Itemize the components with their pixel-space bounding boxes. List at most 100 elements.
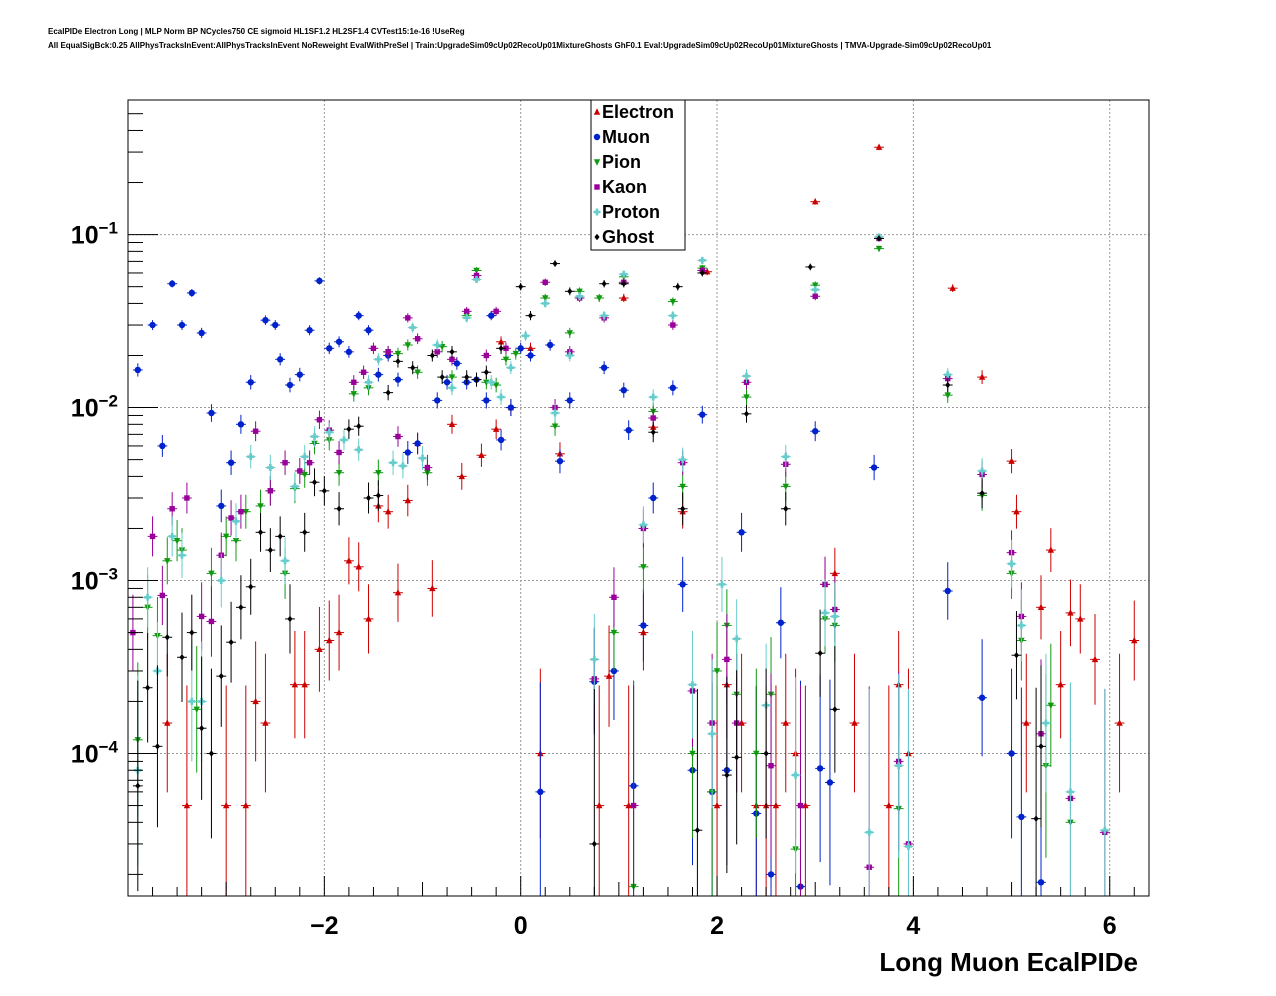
muon-point <box>527 352 534 359</box>
proton-point <box>355 446 363 454</box>
muon-point <box>286 381 294 389</box>
electron-point <box>851 719 858 726</box>
ghost-point <box>429 352 435 359</box>
ghost-point <box>724 771 730 779</box>
y-tick-exponent: −3 <box>99 565 118 584</box>
kaon-point <box>812 293 818 299</box>
ghost-point <box>375 492 381 499</box>
muon-point <box>208 409 215 417</box>
electron-point <box>1067 609 1074 616</box>
kaon-point <box>267 488 274 494</box>
proton-point <box>649 393 657 401</box>
kaon-point <box>503 345 509 352</box>
muon-point <box>306 327 313 334</box>
kaon-point <box>336 449 342 456</box>
muon-point <box>345 348 353 356</box>
pion-point <box>713 668 721 675</box>
proton-point <box>733 635 741 643</box>
proton-point <box>669 312 677 320</box>
pion-point <box>375 470 382 477</box>
proton-point <box>301 453 309 461</box>
muon-point <box>566 397 573 404</box>
ghost-point <box>336 505 342 512</box>
electron-point <box>448 420 456 428</box>
legend-label-muon: Muon <box>602 127 650 147</box>
proton-point <box>311 433 319 441</box>
pion-point <box>350 391 357 398</box>
proton-point <box>698 256 706 264</box>
electron-point <box>355 563 362 570</box>
proton-point <box>1017 621 1025 629</box>
kaon-point <box>670 322 676 328</box>
electron-point <box>458 472 465 480</box>
ghost-point <box>199 725 205 732</box>
muon-point <box>178 321 186 329</box>
muon-point <box>610 667 618 675</box>
proton-point <box>409 324 417 332</box>
muon-point <box>625 426 632 434</box>
proton-point <box>507 364 515 372</box>
pion-point <box>193 706 200 714</box>
proton-point <box>188 697 196 705</box>
electron-point <box>527 344 534 352</box>
legend-box <box>590 99 686 251</box>
kaon-point <box>252 428 259 434</box>
electron-point <box>620 294 627 301</box>
proton-point <box>419 454 427 462</box>
electron-point <box>978 373 986 380</box>
pion-point <box>394 350 402 358</box>
proton-point <box>904 842 912 850</box>
ghost-point <box>395 358 401 365</box>
ghost-point <box>807 263 813 271</box>
pion-point <box>301 471 308 479</box>
ghost-point <box>277 533 283 540</box>
muon-point <box>414 440 421 447</box>
pion-point <box>232 537 240 545</box>
muon-point <box>198 329 205 337</box>
pion-point <box>596 295 603 302</box>
ghost-point <box>1038 743 1044 750</box>
kaon-point <box>395 433 401 440</box>
legend-marker-muon <box>593 133 601 141</box>
ghost-point <box>945 381 951 389</box>
muon-point <box>272 321 279 329</box>
proton-point <box>217 577 225 585</box>
legend-marker-proton <box>593 208 601 216</box>
kaon-point <box>483 352 490 359</box>
muon-point <box>247 379 254 386</box>
electron-point <box>605 672 613 679</box>
proton-point <box>620 270 628 278</box>
kaon-point <box>434 349 440 355</box>
kaon-point <box>493 308 499 315</box>
muon-point <box>944 587 951 595</box>
kaon-point <box>208 618 215 625</box>
ghost-point <box>817 650 823 657</box>
electron-point <box>812 197 819 205</box>
electron-point <box>164 719 171 726</box>
kaon-point <box>306 459 313 466</box>
kaon-point <box>473 272 480 279</box>
kaon-point <box>611 594 617 600</box>
muon-point <box>620 386 627 394</box>
proton-point <box>831 612 839 620</box>
kaon-point <box>149 533 156 540</box>
muon-point <box>483 397 490 404</box>
muon-point <box>1008 750 1015 757</box>
ghost-point <box>473 376 480 383</box>
muon-point <box>546 341 554 349</box>
ghost-point <box>518 283 524 290</box>
ghost-point <box>439 373 445 381</box>
ghost-point <box>302 529 308 536</box>
x-tick-label: −2 <box>310 912 339 940</box>
kaon-point <box>184 495 190 501</box>
proton-point <box>1042 719 1050 727</box>
kaon-point <box>405 315 411 321</box>
electron-point <box>772 801 780 809</box>
pion-point <box>753 750 760 758</box>
electron-point <box>782 719 789 726</box>
ghost-point <box>734 754 740 761</box>
electron-point <box>222 801 230 809</box>
proton-point <box>232 517 240 525</box>
pion-point <box>542 295 549 302</box>
kaon-point <box>370 345 377 352</box>
